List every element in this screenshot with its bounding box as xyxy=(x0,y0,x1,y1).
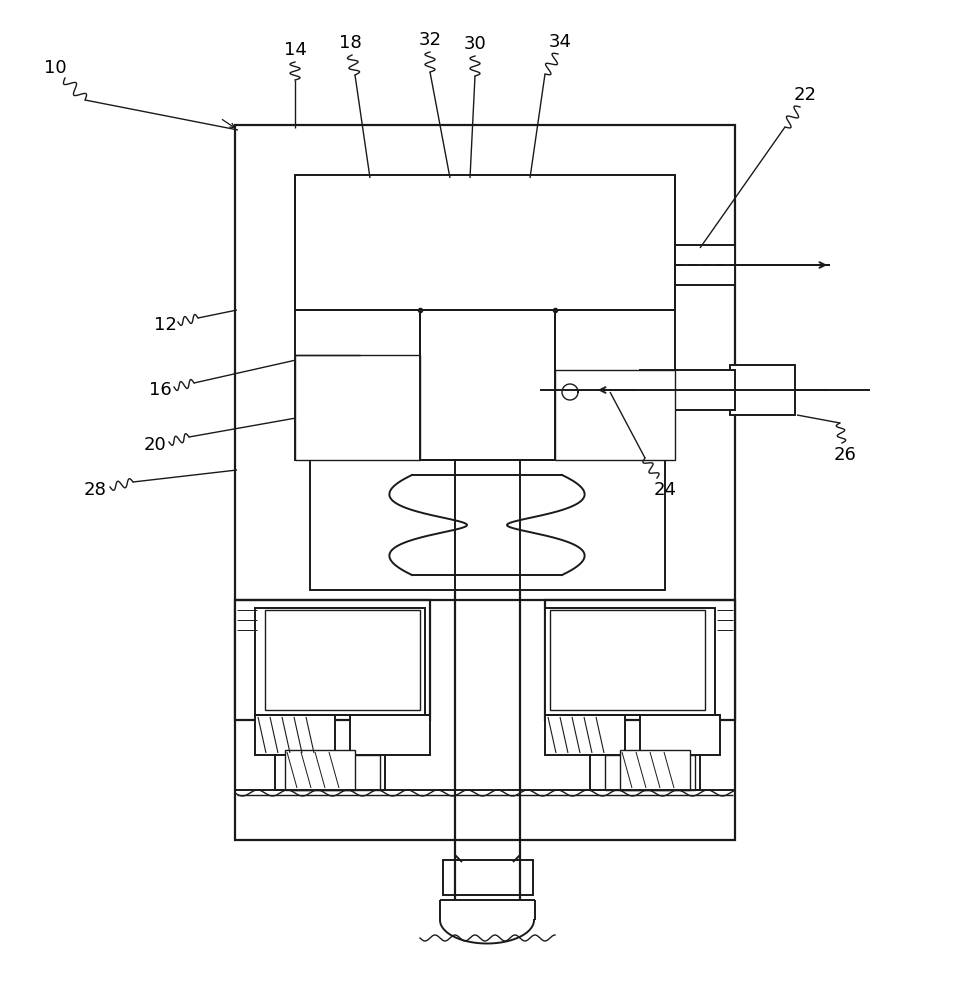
Bar xyxy=(590,755,700,790)
Text: 28: 28 xyxy=(84,481,106,499)
Bar xyxy=(555,310,675,460)
Bar xyxy=(295,310,420,460)
Bar xyxy=(290,755,380,790)
Text: 32: 32 xyxy=(418,31,442,49)
Text: 22: 22 xyxy=(794,86,816,104)
Bar xyxy=(310,460,665,590)
Text: 12: 12 xyxy=(154,316,176,334)
Text: 10: 10 xyxy=(44,59,66,77)
Bar xyxy=(545,608,715,715)
Bar xyxy=(350,715,430,755)
Text: 30: 30 xyxy=(463,35,486,53)
Bar xyxy=(675,245,735,285)
Text: 24: 24 xyxy=(654,481,676,499)
Bar xyxy=(640,370,735,410)
Bar xyxy=(620,750,690,790)
Bar xyxy=(605,755,695,790)
Text: 34: 34 xyxy=(549,33,571,51)
Text: 18: 18 xyxy=(339,34,361,52)
Bar xyxy=(255,608,425,715)
Bar xyxy=(545,715,625,755)
Bar xyxy=(265,610,420,710)
Text: 20: 20 xyxy=(144,436,166,454)
Bar xyxy=(235,600,430,720)
Bar xyxy=(545,600,735,720)
Bar xyxy=(730,365,795,415)
Bar xyxy=(285,750,355,790)
Bar xyxy=(295,175,675,310)
Bar xyxy=(555,370,675,460)
Bar xyxy=(640,715,720,755)
Bar xyxy=(235,125,735,840)
Bar xyxy=(295,355,420,460)
Bar xyxy=(443,860,533,895)
Bar xyxy=(275,755,385,790)
Text: 26: 26 xyxy=(834,446,856,464)
Bar xyxy=(255,715,335,755)
Text: 16: 16 xyxy=(149,381,171,399)
Bar xyxy=(550,610,705,710)
Text: 14: 14 xyxy=(283,41,306,59)
